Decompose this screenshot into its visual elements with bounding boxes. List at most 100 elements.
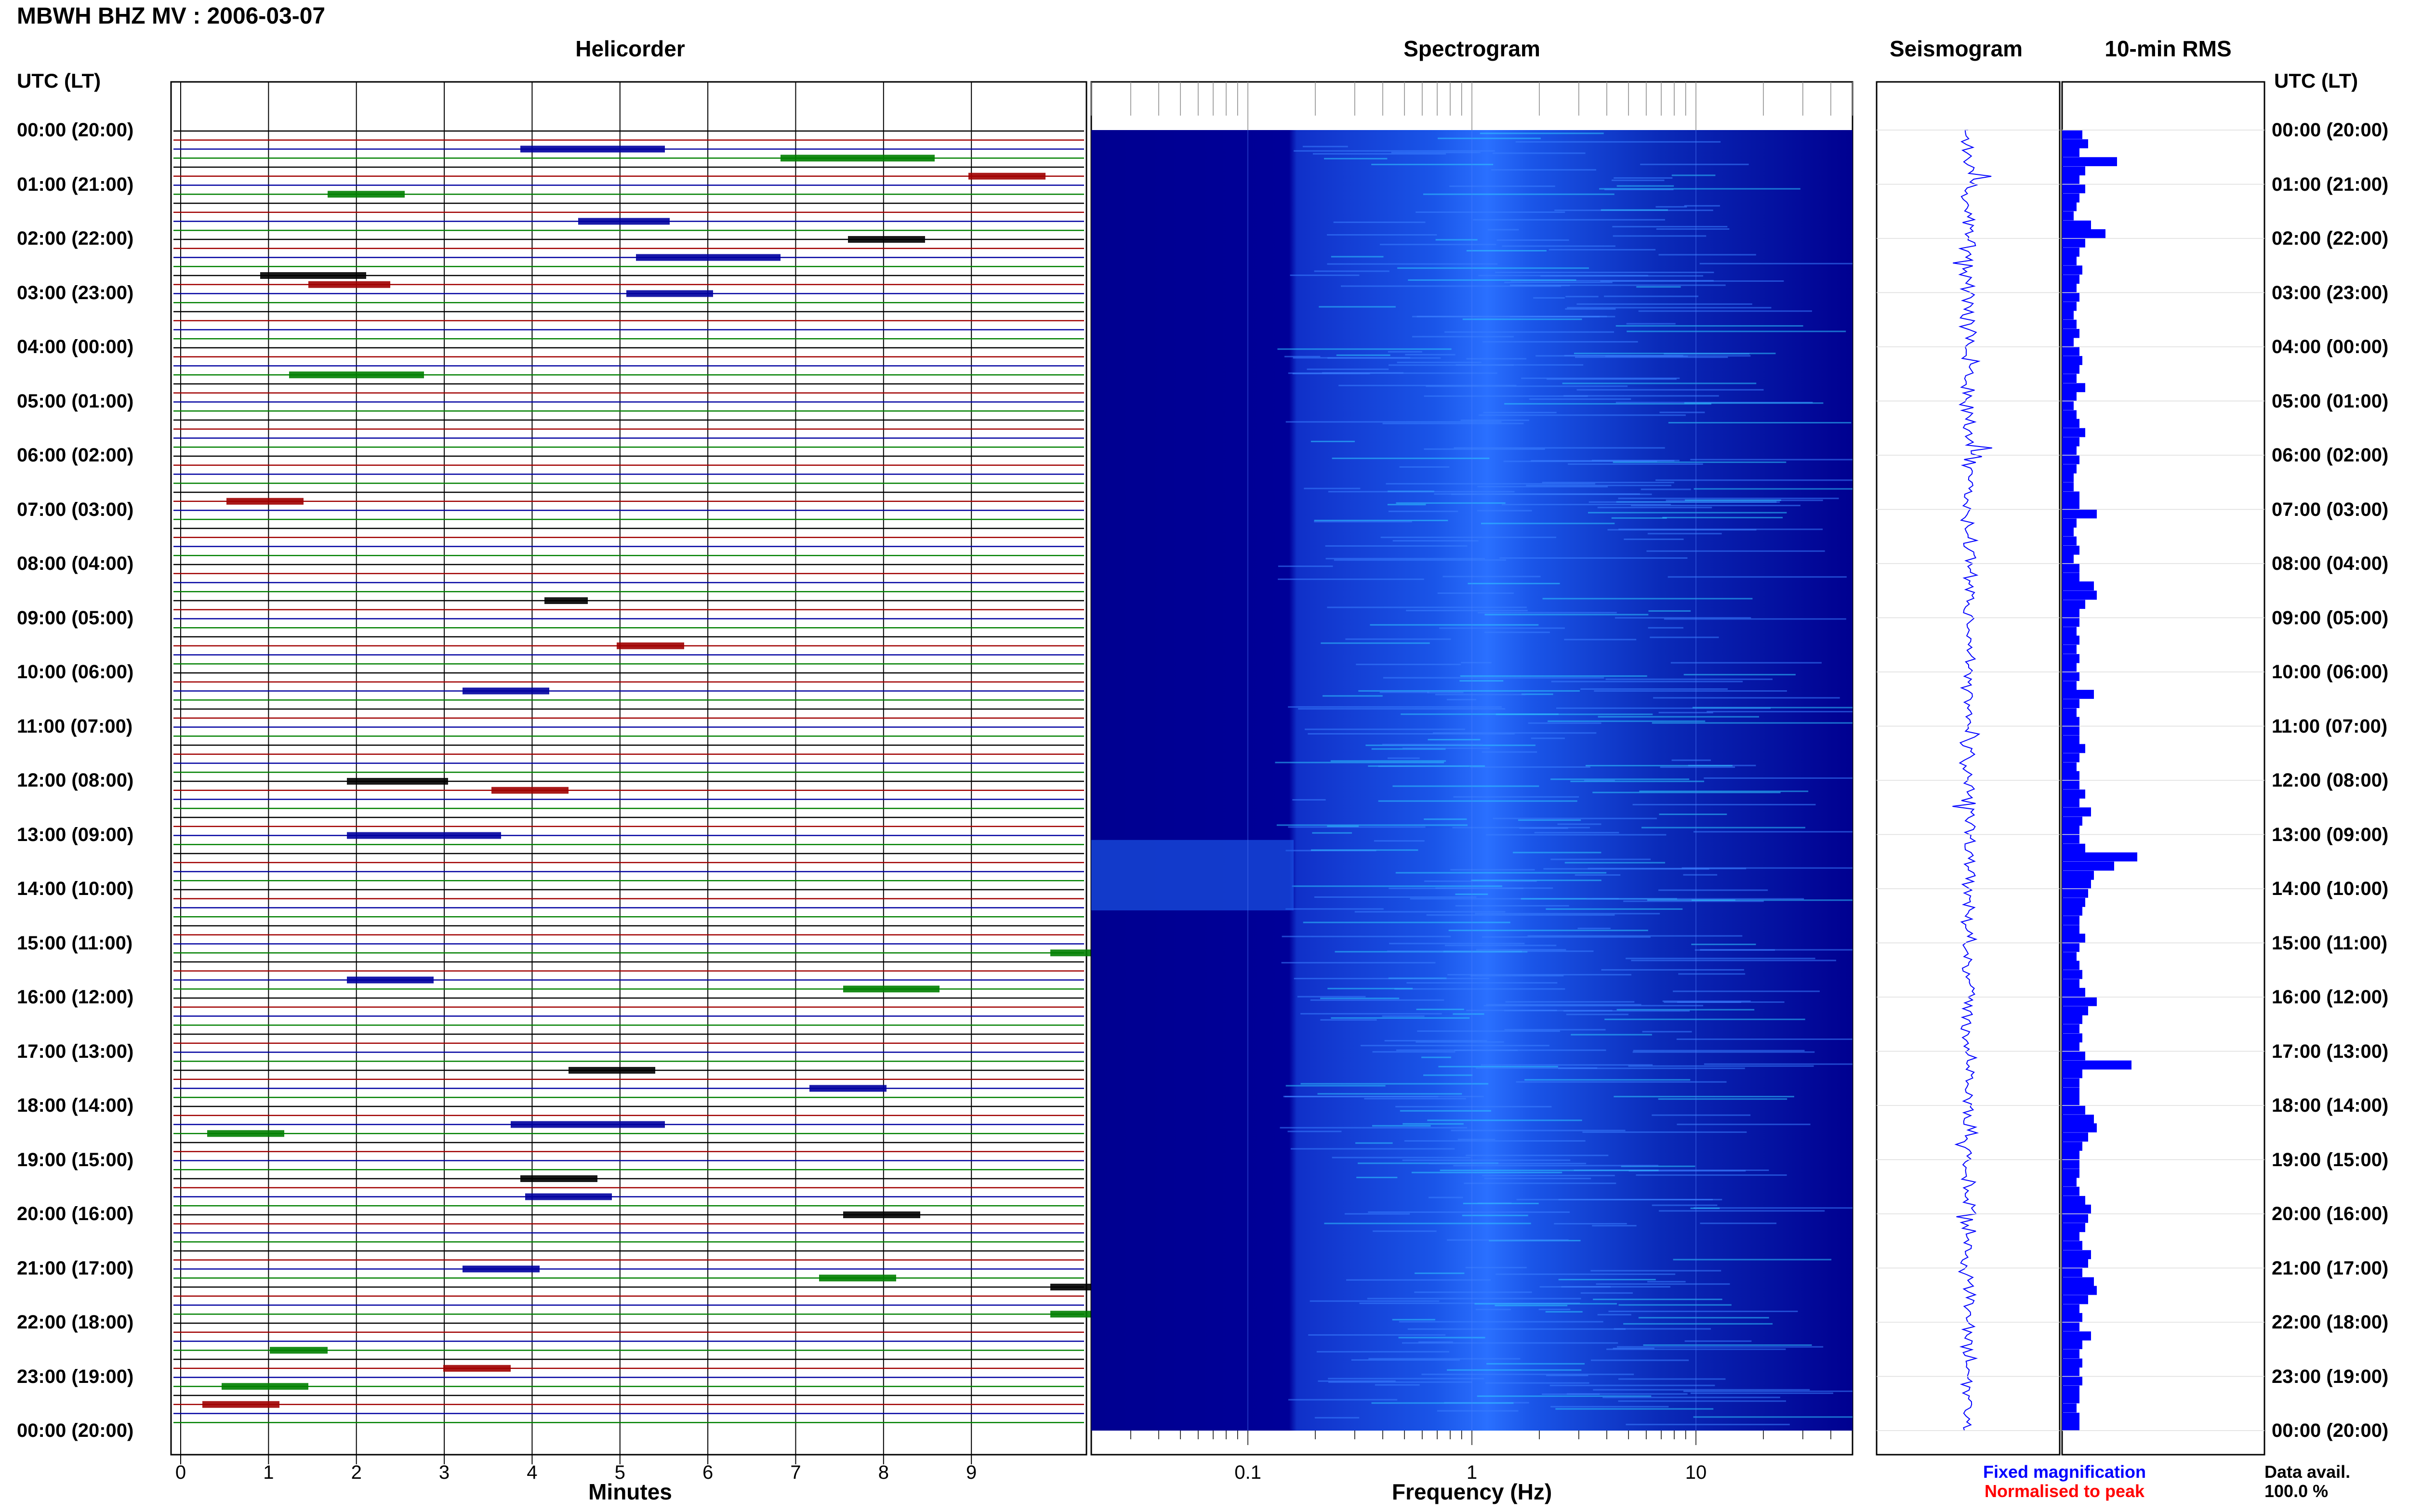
spectrogram-streak	[1288, 826, 1426, 828]
spectrogram-streak	[1652, 1204, 1718, 1206]
spectrogram-streak	[1662, 517, 1783, 519]
spectrogram-streak	[1290, 1148, 1455, 1150]
spectrogram-streak	[1607, 529, 1757, 531]
helicorder-event	[636, 254, 781, 261]
spectrogram-streak	[1685, 499, 1781, 501]
time-label-left: 03:00 (23:00)	[17, 282, 134, 303]
helicorder-tick-label: 3	[439, 1462, 450, 1483]
helicorder-tick-label: 1	[263, 1462, 274, 1483]
rms-bar	[2062, 1096, 2079, 1105]
spectrogram-streak	[1529, 398, 1631, 400]
time-label-left: 06:00 (02:00)	[17, 445, 134, 466]
spectrogram-streak	[1562, 382, 1757, 384]
spectrogram-streak	[1650, 636, 1719, 638]
spectrogram-streak	[1423, 1074, 1473, 1076]
spectrogram-streak	[1328, 1378, 1484, 1380]
rms-bar	[2062, 1087, 2079, 1097]
helicorder-event	[308, 281, 390, 288]
spectrogram-streak	[1625, 958, 1815, 960]
rms-bar	[2062, 898, 2085, 907]
rms-bar	[2062, 1250, 2091, 1260]
rms-bar	[2062, 491, 2079, 501]
rms-bar	[2062, 1286, 2097, 1295]
spectrogram-streak	[1334, 559, 1506, 561]
spectrogram-streak	[1304, 487, 1361, 489]
spectrogram-streak	[1397, 267, 1589, 269]
rms-bar	[2062, 248, 2079, 257]
time-label-right: 04:00 (00:00)	[2272, 336, 2389, 357]
rms-bar	[2062, 1033, 2082, 1043]
helicorder-event	[347, 976, 434, 984]
spectrogram-streak	[1383, 677, 1604, 679]
rms-bar	[2062, 365, 2079, 374]
helicorder-tick-label: 0	[175, 1462, 186, 1483]
spectrogram-streak	[1410, 898, 1619, 900]
time-label-left: 00:00 (20:00)	[17, 119, 134, 141]
spectrogram-streak	[1593, 1299, 1722, 1301]
time-label-left: 23:00 (19:00)	[17, 1366, 134, 1387]
spectrogram-streak	[1312, 153, 1446, 155]
time-label-left: 00:00 (20:00)	[17, 1420, 134, 1441]
spectrogram-streak	[1612, 226, 1728, 228]
rms-bar	[2062, 220, 2091, 230]
helicorder-tick-label: 8	[878, 1462, 889, 1483]
rms-bar	[2062, 600, 2085, 609]
spectrogram-streak	[1454, 447, 1665, 449]
time-label-right: 00:00 (20:00)	[2272, 119, 2389, 141]
spectrogram-streak	[1387, 950, 1594, 952]
rms-bar	[2062, 780, 2079, 789]
time-label-left: 12:00 (08:00)	[17, 770, 134, 791]
rms-bar	[2062, 1295, 2088, 1304]
rms-bar	[2062, 627, 2077, 636]
spectrogram-streak	[1426, 914, 1615, 916]
spectrogram-streak	[1314, 896, 1477, 898]
spectrogram-streak	[1551, 681, 1743, 683]
spectrogram-streak	[1550, 1406, 1669, 1407]
rms-bar	[2062, 717, 2079, 726]
helicorder-event	[202, 1401, 279, 1408]
rms-bar	[2062, 1421, 2079, 1431]
rms-bar	[2062, 202, 2077, 211]
spectrogram-streak	[1388, 351, 1422, 353]
rms-bar	[2062, 889, 2088, 898]
helicorder-event	[843, 1211, 920, 1218]
rms-bar	[2062, 184, 2085, 194]
spectrogram-streak	[1628, 1065, 1814, 1067]
spectrogram-streak	[1576, 303, 1752, 305]
rms-bar	[2062, 798, 2079, 807]
legend-fixed: Fixed magnification	[1983, 1462, 2146, 1482]
rms-bar	[2062, 256, 2077, 265]
rms-bar	[2062, 482, 2074, 491]
spectrogram-streak	[1624, 539, 1684, 540]
time-label-right: 16:00 (12:00)	[2272, 986, 2389, 1008]
time-label-left: 22:00 (18:00)	[17, 1312, 134, 1333]
spectrogram-streak	[1538, 1308, 1571, 1310]
spectrogram-streak	[1590, 1359, 1689, 1361]
helicorder-event	[347, 778, 448, 785]
spectrogram-streak	[1373, 1230, 1437, 1232]
spectrogram-streak	[1356, 1176, 1398, 1178]
spectrogram-streak	[1597, 1314, 1631, 1315]
rms-bar	[2062, 310, 2074, 320]
spectrogram-streak	[1387, 757, 1420, 759]
spectrogram-streak	[1604, 1018, 1805, 1020]
rms-bar	[2062, 1403, 2077, 1413]
spectrogram-streak	[1618, 1400, 1786, 1402]
spectrogram-streak	[1331, 1017, 1470, 1019]
spectrogram-streak	[1484, 1178, 1591, 1180]
spectrogram-streak	[1652, 722, 1853, 724]
spectrogram-streak	[1448, 930, 1648, 932]
time-label-right: 05:00 (01:00)	[2272, 390, 2389, 412]
rms-bar	[2062, 319, 2077, 329]
rms-bar	[2062, 916, 2079, 925]
spectrogram-streak	[1555, 1408, 1714, 1410]
helicorder-tick-label: 2	[351, 1462, 362, 1483]
spectrogram-streak	[1276, 824, 1468, 826]
spectrogram-streak	[1412, 336, 1514, 338]
spectrogram-streak	[1475, 1067, 1598, 1069]
spectrogram-streak	[1468, 582, 1560, 584]
page-title: MBWH BHZ MV : 2006-03-07	[17, 3, 326, 29]
rms-bar	[2062, 283, 2077, 293]
spectrogram-streak	[1542, 1393, 1600, 1395]
spectrogram-streak	[1396, 1049, 1606, 1051]
